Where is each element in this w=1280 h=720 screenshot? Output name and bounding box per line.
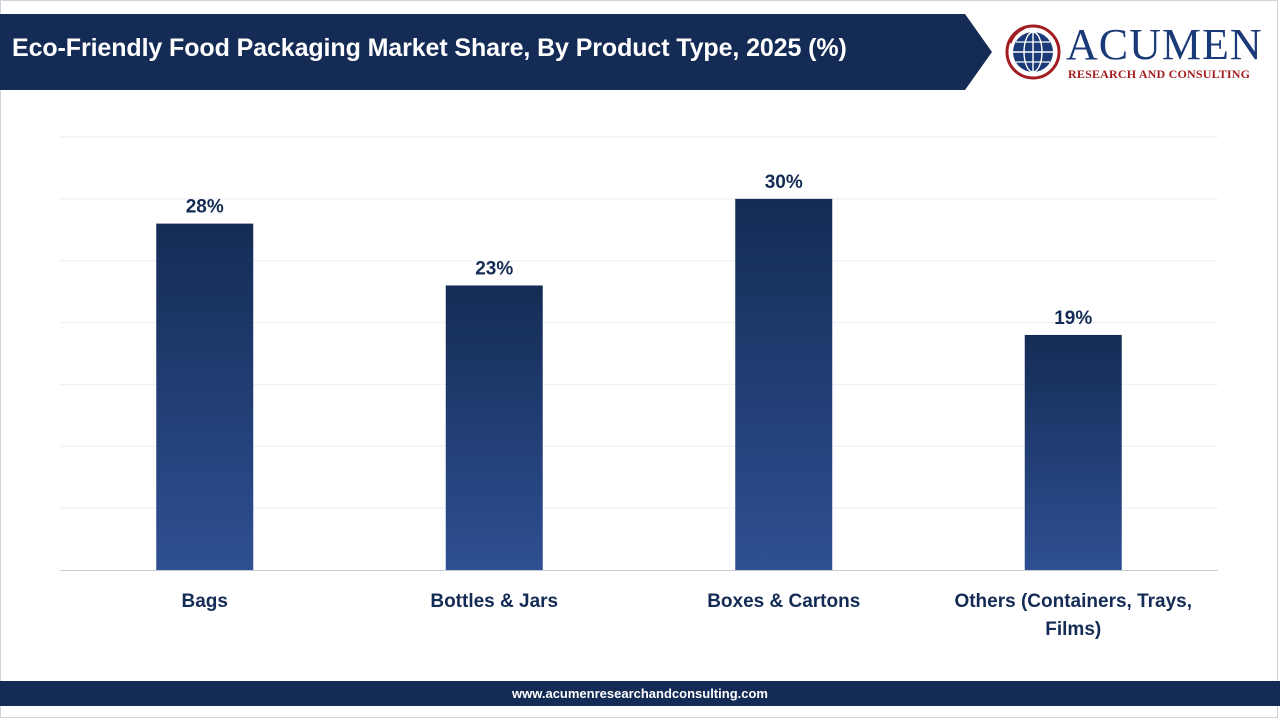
data-label: 19% bbox=[1054, 308, 1092, 329]
category-label: Bottles & Jars bbox=[430, 591, 558, 612]
chart-title: Eco-Friendly Food Packaging Market Share… bbox=[12, 34, 847, 62]
acumen-logo: ACUMEN RESEARCH AND CONSULTING bbox=[1004, 20, 1264, 84]
data-label: 28% bbox=[186, 197, 224, 218]
category-label: Bags bbox=[182, 591, 228, 612]
logo-wordmark: ACUMEN bbox=[1066, 20, 1263, 69]
data-labels-group: 28% 23% 30% 19% bbox=[186, 172, 1093, 329]
bars-group bbox=[156, 198, 1122, 570]
data-label: 23% bbox=[475, 258, 513, 279]
bar-boxes-cartons bbox=[735, 198, 833, 570]
bar-bags bbox=[156, 223, 254, 570]
logo-tagline: RESEARCH AND CONSULTING bbox=[1068, 67, 1251, 81]
category-labels-group: Bags Bottles & Jars Boxes & Cartons Others … bbox=[182, 591, 1193, 640]
bar-chart: 28% 23% 30% 19% Bags Bottles & Jars Boxes & C… bbox=[60, 136, 1218, 640]
bar-others-containers-trays-films bbox=[1024, 334, 1122, 570]
header-banner bbox=[0, 14, 992, 90]
bar-bottles-jars bbox=[445, 285, 543, 570]
category-label: Films) bbox=[1045, 619, 1101, 640]
category-label: Boxes & Cartons bbox=[707, 591, 860, 612]
data-label: 30% bbox=[765, 172, 803, 193]
footer-url[interactable]: www.acumenresearchandconsulting.com bbox=[512, 686, 768, 701]
footer-bar: www.acumenresearchandconsulting.com bbox=[0, 681, 1280, 706]
category-label: Others (Containers, Trays, bbox=[954, 591, 1192, 612]
globe-icon bbox=[1005, 24, 1061, 80]
